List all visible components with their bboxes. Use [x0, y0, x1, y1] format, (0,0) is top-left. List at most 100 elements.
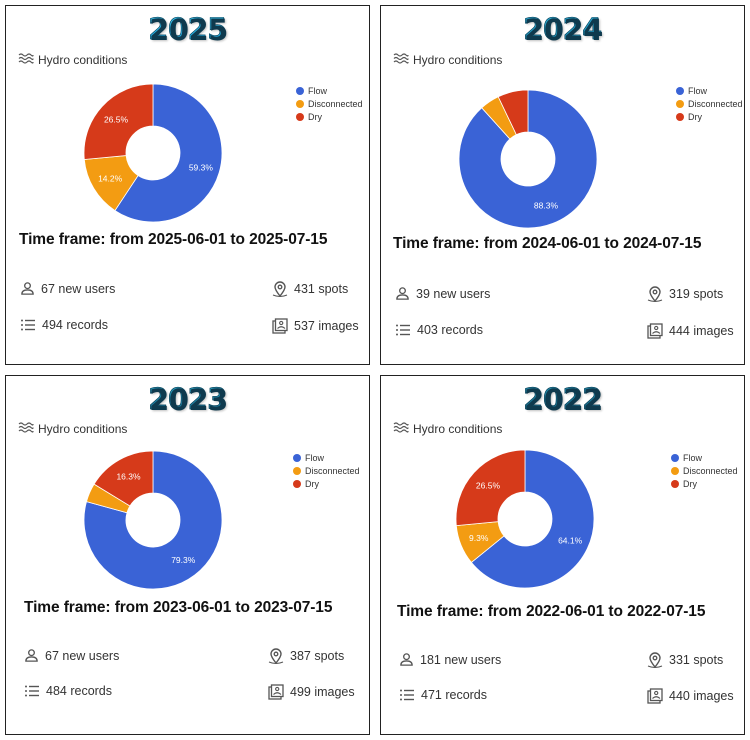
subtitle-text: Hydro conditions	[413, 52, 503, 67]
legend-swatch	[671, 453, 679, 462]
legend-label: Flow	[308, 85, 328, 96]
legend-label: Dry	[308, 111, 322, 122]
legend-item-flow: Flow	[676, 84, 743, 97]
legend-label: Flow	[688, 85, 708, 96]
chart-title: 2022	[381, 382, 744, 417]
legend-item-disconnected: Disconnected	[296, 97, 363, 110]
chart-legend: Flow Disconnected Dry	[296, 84, 363, 123]
slice-dry	[497, 89, 529, 136]
user-icon	[24, 648, 39, 663]
stat-value: 499 images	[290, 685, 355, 699]
location-pin-icon	[647, 286, 663, 302]
subtitle-text: Hydro conditions	[413, 421, 503, 436]
user-icon	[20, 281, 35, 296]
slice-label: 88.3%	[534, 201, 559, 211]
slice-label: 14.2%	[98, 174, 123, 184]
legend-item-flow: Flow	[293, 451, 360, 464]
records-stat: 494 records	[20, 318, 108, 332]
stat-value: 331 spots	[669, 653, 724, 667]
stat-value: 484 records	[46, 684, 113, 698]
images-icon	[647, 323, 663, 339]
stat-value: 67 new users	[45, 648, 120, 663]
stat-value: 181 new users	[420, 652, 502, 667]
subtitle-text: Hydro conditions	[38, 52, 128, 67]
stat-value: 471 records	[421, 688, 488, 702]
legend-label: Disconnected	[688, 98, 743, 109]
legend-swatch	[676, 86, 684, 95]
slice-label: 26.5%	[104, 114, 129, 124]
new-users-stat: 67 new users	[20, 281, 115, 296]
slice-dry	[83, 83, 154, 160]
list-icon	[20, 318, 36, 332]
slice-label: 9.3%	[469, 533, 489, 543]
waves-icon	[18, 421, 34, 436]
stat-value: 537 images	[294, 319, 359, 333]
donut-chart: 79.3% 16.3%	[83, 450, 223, 590]
slice-flow	[114, 83, 223, 223]
spots-stat: 431 spots	[272, 281, 348, 297]
stat-value: 403 records	[417, 323, 484, 337]
images-icon	[272, 318, 288, 334]
slice-dry	[93, 450, 154, 507]
legend-swatch	[676, 99, 684, 108]
chart-title: 2025	[6, 12, 369, 47]
legend-label: Disconnected	[683, 465, 738, 476]
time-frame: Time frame: from 2023-06-01 to 2023-07-1…	[24, 599, 333, 616]
donut-chart: 88.3%	[458, 89, 598, 229]
user-icon	[395, 286, 410, 301]
waves-icon	[393, 421, 409, 436]
chart-title: 2023	[6, 382, 369, 417]
legend-swatch	[296, 86, 304, 95]
waves-icon	[18, 52, 34, 67]
legend-label: Flow	[683, 452, 703, 463]
slice-label: 59.3%	[189, 162, 214, 172]
slice-flow	[470, 449, 595, 589]
chart-title: 2024	[381, 12, 744, 47]
legend-swatch	[671, 479, 679, 488]
legend-label: Dry	[688, 111, 702, 122]
legend-item-flow: Flow	[296, 84, 363, 97]
chart-panel-2023: 2023 Hydro conditions 79.3% 16.3% Flow Discon…	[5, 375, 370, 735]
user-icon	[399, 652, 414, 667]
legend-item-disconnected: Disconnected	[676, 97, 743, 110]
records-stat: 403 records	[395, 323, 483, 337]
legend-label: Disconnected	[305, 465, 360, 476]
legend-swatch	[676, 112, 684, 121]
donut-chart: 64.1% 9.3% 26.5%	[455, 449, 595, 589]
images-icon	[268, 684, 284, 700]
images-stat: 537 images	[272, 318, 359, 334]
stat-value: 494 records	[42, 318, 109, 332]
legend-item-dry: Dry	[676, 110, 743, 123]
legend-item-flow: Flow	[671, 451, 738, 464]
stat-value: 67 new users	[41, 281, 116, 296]
legend-label: Flow	[305, 452, 325, 463]
slice-label: 79.3%	[171, 555, 196, 565]
location-pin-icon	[272, 281, 288, 297]
stat-value: 319 spots	[669, 287, 724, 301]
stat-value: 387 spots	[290, 649, 345, 663]
chart-subtitle: Hydro conditions	[393, 421, 502, 436]
legend-label: Disconnected	[308, 98, 363, 109]
legend-swatch	[293, 466, 301, 475]
chart-subtitle: Hydro conditions	[393, 52, 502, 67]
subtitle-text: Hydro conditions	[38, 421, 128, 436]
stat-value: 440 images	[669, 689, 734, 703]
spots-stat: 319 spots	[647, 286, 723, 302]
chart-legend: Flow Disconnected Dry	[293, 451, 360, 490]
legend-item-disconnected: Disconnected	[671, 464, 738, 477]
slice-flow	[458, 89, 598, 229]
legend-swatch	[296, 99, 304, 108]
chart-subtitle: Hydro conditions	[18, 52, 127, 67]
chart-legend: Flow Disconnected Dry	[676, 84, 743, 123]
slice-label: 16.3%	[116, 471, 141, 481]
new-users-stat: 39 new users	[395, 286, 490, 301]
images-stat: 440 images	[647, 688, 734, 704]
legend-item-dry: Dry	[296, 110, 363, 123]
chart-panel-2022: 2022 Hydro conditions 64.1% 9.3% 26.5% Flow Di…	[380, 375, 745, 735]
chart-subtitle: Hydro conditions	[18, 421, 127, 436]
legend-label: Dry	[305, 478, 319, 489]
legend-label: Dry	[683, 478, 697, 489]
stat-value: 431 spots	[294, 282, 349, 296]
new-users-stat: 181 new users	[399, 652, 501, 667]
donut-chart: 59.3% 14.2% 26.5%	[83, 83, 223, 223]
